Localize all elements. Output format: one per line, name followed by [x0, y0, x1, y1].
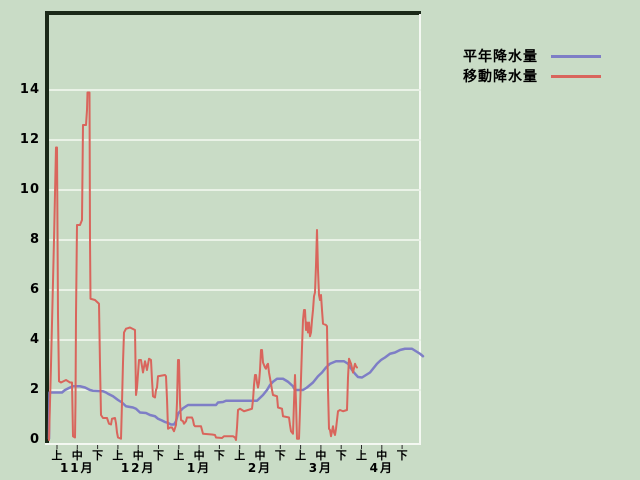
chart-frame-bottom: [45, 443, 421, 445]
x-period-label: 中: [315, 449, 327, 462]
x-month-label: 3月: [308, 461, 334, 475]
y-tick-label: 4: [29, 332, 40, 348]
legend-line-swatch-red: [551, 74, 601, 78]
x-month-label: 1月: [186, 461, 212, 475]
x-period-label: 上: [356, 449, 367, 462]
x-period-label: 中: [71, 449, 83, 462]
x-period-label: 上: [295, 449, 307, 462]
x-period-label: 下: [274, 449, 286, 462]
x-axis-period-labels: 上中下上中下上中下上中下上中下上中下: [0, 447, 640, 462]
chart-frame-left: [45, 11, 49, 445]
x-period-label: 中: [193, 449, 205, 462]
y-tick-label: 0: [29, 432, 40, 448]
x-period-label: 中: [132, 449, 144, 462]
x-month-label: 11月: [59, 461, 95, 475]
x-period-label: 下: [213, 449, 225, 462]
chart-legend: 平年降水量 移動降水量: [463, 46, 601, 86]
y-tick-label: 10: [19, 182, 40, 198]
legend-label-moving-precipitation: 移動降水量: [463, 69, 538, 85]
x-period-label: 上: [173, 449, 185, 462]
legend-item-moving-precipitation: 移動降水量: [463, 66, 601, 86]
y-tick-label: 8: [29, 232, 40, 248]
legend-label-normal-precipitation: 平年降水量: [463, 49, 538, 65]
x-period-label: 下: [396, 449, 408, 462]
series-normal-precipitation-line: [47, 347, 425, 440]
y-tick-label: 12: [19, 132, 40, 148]
x-period-label: 中: [376, 449, 388, 462]
y-tick-label: 2: [29, 382, 40, 398]
x-period-label: 上: [234, 449, 246, 462]
chart-frame-right: [419, 14, 421, 445]
x-axis-month-labels: 11月 12月 1月 2月 3月 4月: [0, 459, 640, 475]
x-period-label: 上: [112, 449, 124, 462]
x-period-label: 上: [51, 449, 63, 462]
y-tick-label: 6: [29, 282, 40, 298]
legend-line-swatch-blue: [551, 54, 601, 58]
x-period-label: 下: [335, 449, 347, 462]
x-month-label: 4月: [369, 461, 394, 475]
y-axis-labels: 0 2 4 6 8 10 12 14: [0, 0, 40, 480]
x-period-label: 下: [153, 449, 164, 462]
legend-item-normal-precipitation: 平年降水量: [463, 46, 601, 66]
y-tick-label: 14: [19, 82, 40, 98]
x-month-label: 2月: [247, 461, 273, 475]
x-period-label: 下: [92, 449, 104, 462]
chart-frame-top: [45, 11, 421, 15]
series-moving-precipitation-line: [48, 91, 358, 441]
x-period-label: 中: [254, 449, 266, 462]
x-month-label: 12月: [120, 461, 156, 475]
